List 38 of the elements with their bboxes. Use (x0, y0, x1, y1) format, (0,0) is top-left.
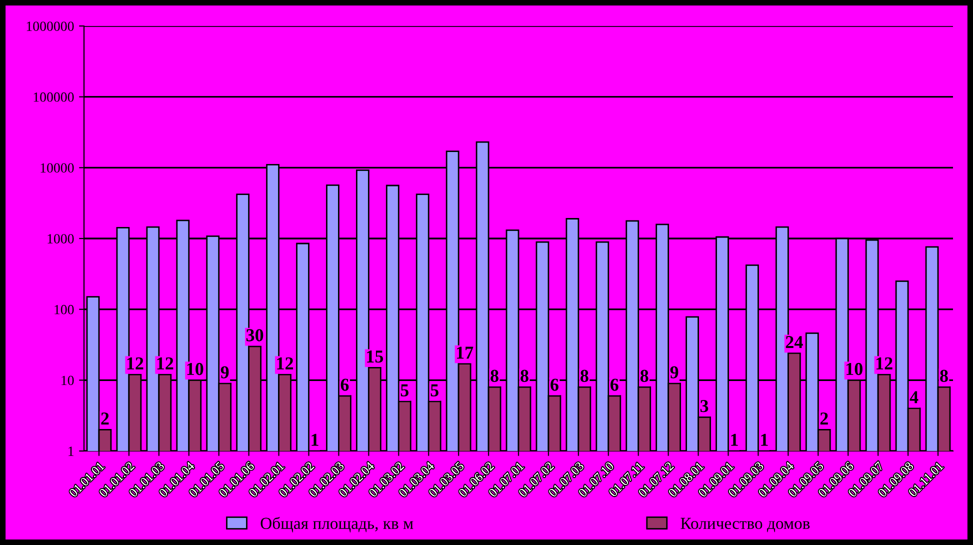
y-tick-label: 1000000 (26, 22, 74, 31)
data-label: 5 (430, 384, 438, 396)
y-tick-label: 1 (68, 446, 74, 456)
data-label: 4 (910, 391, 918, 404)
data-label: 17 (456, 346, 474, 359)
y-tick-label: 10 (62, 376, 74, 386)
data-label: 12 (157, 357, 174, 370)
data-label: 10 (846, 362, 862, 376)
y-tick-label: 1000 (48, 234, 74, 244)
data-label: 8 (580, 370, 588, 382)
data-label: 8 (490, 370, 498, 382)
y-tick-label: 100000 (34, 92, 74, 102)
data-label: 12 (277, 357, 294, 370)
data-label: 15 (367, 350, 384, 363)
y-tick-label: 10000 (40, 163, 74, 173)
data-label: 8 (940, 370, 948, 382)
data-label: 6 (610, 378, 618, 391)
data-label: 8 (520, 370, 528, 382)
data-label: 30 (246, 329, 264, 342)
data-label: 1 (312, 434, 318, 446)
legend-label: Общая площадь, кв м (260, 516, 414, 532)
data-label: 12 (127, 357, 144, 370)
data-label: 5 (400, 384, 408, 396)
data-label: 3 (700, 400, 708, 412)
data-label: 12 (876, 357, 892, 370)
data-label: 2 (101, 412, 109, 424)
data-label: 24 (786, 336, 803, 348)
data-label: 9 (670, 366, 678, 378)
data-label: 2 (820, 412, 828, 424)
y-tick-label: 100 (54, 304, 74, 314)
data-label: 9 (220, 366, 229, 378)
legend-label: Количество домов (680, 518, 810, 532)
data-label: 6 (340, 378, 349, 391)
data-label: 1 (761, 434, 768, 446)
data-label: 10 (187, 362, 204, 376)
data-label: 8 (640, 370, 648, 382)
data-label: 6 (550, 378, 558, 391)
data-label: 1 (731, 434, 738, 446)
